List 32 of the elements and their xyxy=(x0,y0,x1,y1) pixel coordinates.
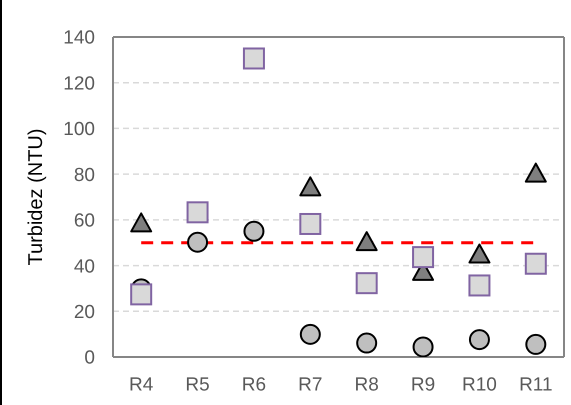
point xyxy=(299,212,322,235)
y-tick-label: 140 xyxy=(63,28,95,49)
point xyxy=(242,47,265,70)
point xyxy=(525,334,546,355)
point xyxy=(187,232,208,253)
point xyxy=(186,201,209,224)
point xyxy=(468,274,490,296)
y-tick-label: 40 xyxy=(74,256,95,278)
x-tick-label: R7 xyxy=(298,374,322,396)
y-tick-label: 80 xyxy=(74,164,95,186)
point xyxy=(243,220,264,242)
point xyxy=(356,272,378,294)
x-tick-label: R5 xyxy=(185,374,210,396)
y-tick-label: 0 xyxy=(84,348,95,369)
y-axis-title: Turbidez (NTU) xyxy=(25,128,48,266)
point xyxy=(468,329,490,350)
point xyxy=(130,283,152,306)
point xyxy=(300,324,321,345)
point xyxy=(412,246,434,268)
point xyxy=(524,252,547,275)
x-tick-label: R8 xyxy=(354,374,379,396)
x-tick-label: R9 xyxy=(410,374,436,396)
x-tick-label: R11 xyxy=(519,374,553,396)
x-tick-label: R10 xyxy=(462,374,497,396)
x-tick-label: R6 xyxy=(242,374,266,396)
point xyxy=(356,332,378,354)
y-tick-label: 60 xyxy=(74,210,95,232)
point xyxy=(412,336,434,357)
x-tick-label: R4 xyxy=(129,374,154,396)
y-tick-label: 100 xyxy=(63,119,95,140)
y-tick-label: 120 xyxy=(63,73,95,94)
y-tick-label: 20 xyxy=(74,302,95,324)
